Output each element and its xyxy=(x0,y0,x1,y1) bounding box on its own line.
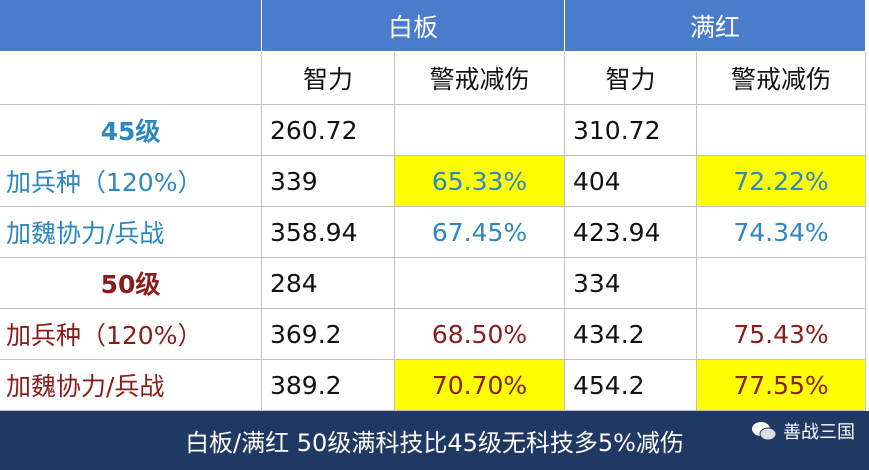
table-cell xyxy=(697,258,866,309)
table-cell xyxy=(395,105,565,156)
group-header: 白板 xyxy=(262,0,565,52)
watermark-text: 善战三国 xyxy=(783,422,855,443)
table-cell: 423.94 xyxy=(565,207,697,258)
wechat-icon xyxy=(752,422,777,441)
table-cell: 454.2 xyxy=(565,360,697,411)
row-label: 45级 xyxy=(0,105,262,156)
row-label: 50级 xyxy=(0,258,262,309)
header-blank xyxy=(0,52,262,105)
table-cell xyxy=(697,105,866,156)
table-cell: 72.22% xyxy=(697,156,866,207)
watermark: 善战三国 xyxy=(751,418,855,444)
table-cell: 358.94 xyxy=(262,207,395,258)
footer-caption: 白板/满红 50级满科技比45级无科技多5%减伤 xyxy=(0,411,869,470)
table-cell: 67.45% xyxy=(395,207,565,258)
table-cell: 284 xyxy=(262,258,395,309)
column-header: 智力 xyxy=(262,52,395,105)
table-cell: 77.55% xyxy=(697,360,866,411)
table-cell: 70.70% xyxy=(395,360,565,411)
table-cell: 339 xyxy=(262,156,395,207)
table-cell: 389.2 xyxy=(262,360,395,411)
row-label: 加魏协力/兵战 xyxy=(0,360,262,411)
column-header: 警戒减伤 xyxy=(395,52,565,105)
group-header: 满红 xyxy=(565,0,866,52)
table-cell: 369.2 xyxy=(262,309,395,360)
table-cell: 75.43% xyxy=(697,309,866,360)
table-cell: 434.2 xyxy=(565,309,697,360)
row-label: 加兵种（120%） xyxy=(0,156,262,207)
table-cell: 404 xyxy=(565,156,697,207)
row-label: 加兵种（120%） xyxy=(0,309,262,360)
row-label: 加魏协力/兵战 xyxy=(0,207,262,258)
table-cell: 310.72 xyxy=(565,105,697,156)
table-cell: 334 xyxy=(565,258,697,309)
column-header: 警戒减伤 xyxy=(697,52,866,105)
table-cell xyxy=(395,258,565,309)
table-cell: 65.33% xyxy=(395,156,565,207)
table-cell: 74.34% xyxy=(697,207,866,258)
table-cell: 68.50% xyxy=(395,309,565,360)
column-header: 智力 xyxy=(565,52,697,105)
table-cell: 260.72 xyxy=(262,105,395,156)
header-corner xyxy=(0,0,262,52)
